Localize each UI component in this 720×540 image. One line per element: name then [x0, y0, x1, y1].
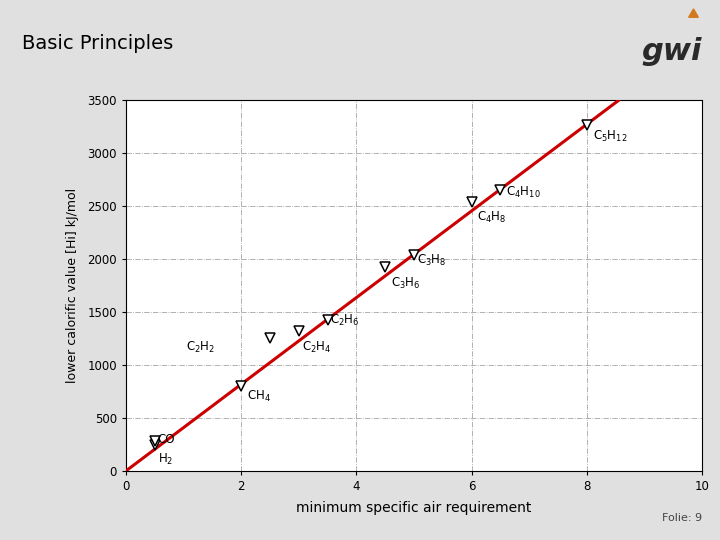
- Text: C$_5$H$_{12}$: C$_5$H$_{12}$: [593, 129, 627, 144]
- Text: gwi: gwi: [642, 37, 702, 66]
- Text: C$_3$H$_6$: C$_3$H$_6$: [391, 276, 420, 291]
- Text: C$_4$H$_{10}$: C$_4$H$_{10}$: [506, 185, 541, 200]
- Text: Folie: 9: Folie: 9: [662, 513, 702, 523]
- X-axis label: minimum specific air requirement: minimum specific air requirement: [297, 501, 531, 515]
- Text: C$_2$H$_2$: C$_2$H$_2$: [186, 340, 216, 355]
- Text: C$_2$H$_4$: C$_2$H$_4$: [302, 340, 331, 355]
- Text: C$_2$H$_6$: C$_2$H$_6$: [330, 313, 360, 328]
- Text: C$_4$H$_8$: C$_4$H$_8$: [477, 210, 507, 225]
- Text: C$_3$H$_8$: C$_3$H$_8$: [417, 253, 446, 268]
- Text: CH$_4$: CH$_4$: [247, 389, 271, 404]
- Y-axis label: lower calorific value [Hi] kJ/mol: lower calorific value [Hi] kJ/mol: [66, 188, 79, 383]
- Text: H$_2$: H$_2$: [158, 453, 173, 468]
- Text: CO: CO: [158, 433, 175, 446]
- Text: Basic Principles: Basic Principles: [22, 35, 173, 53]
